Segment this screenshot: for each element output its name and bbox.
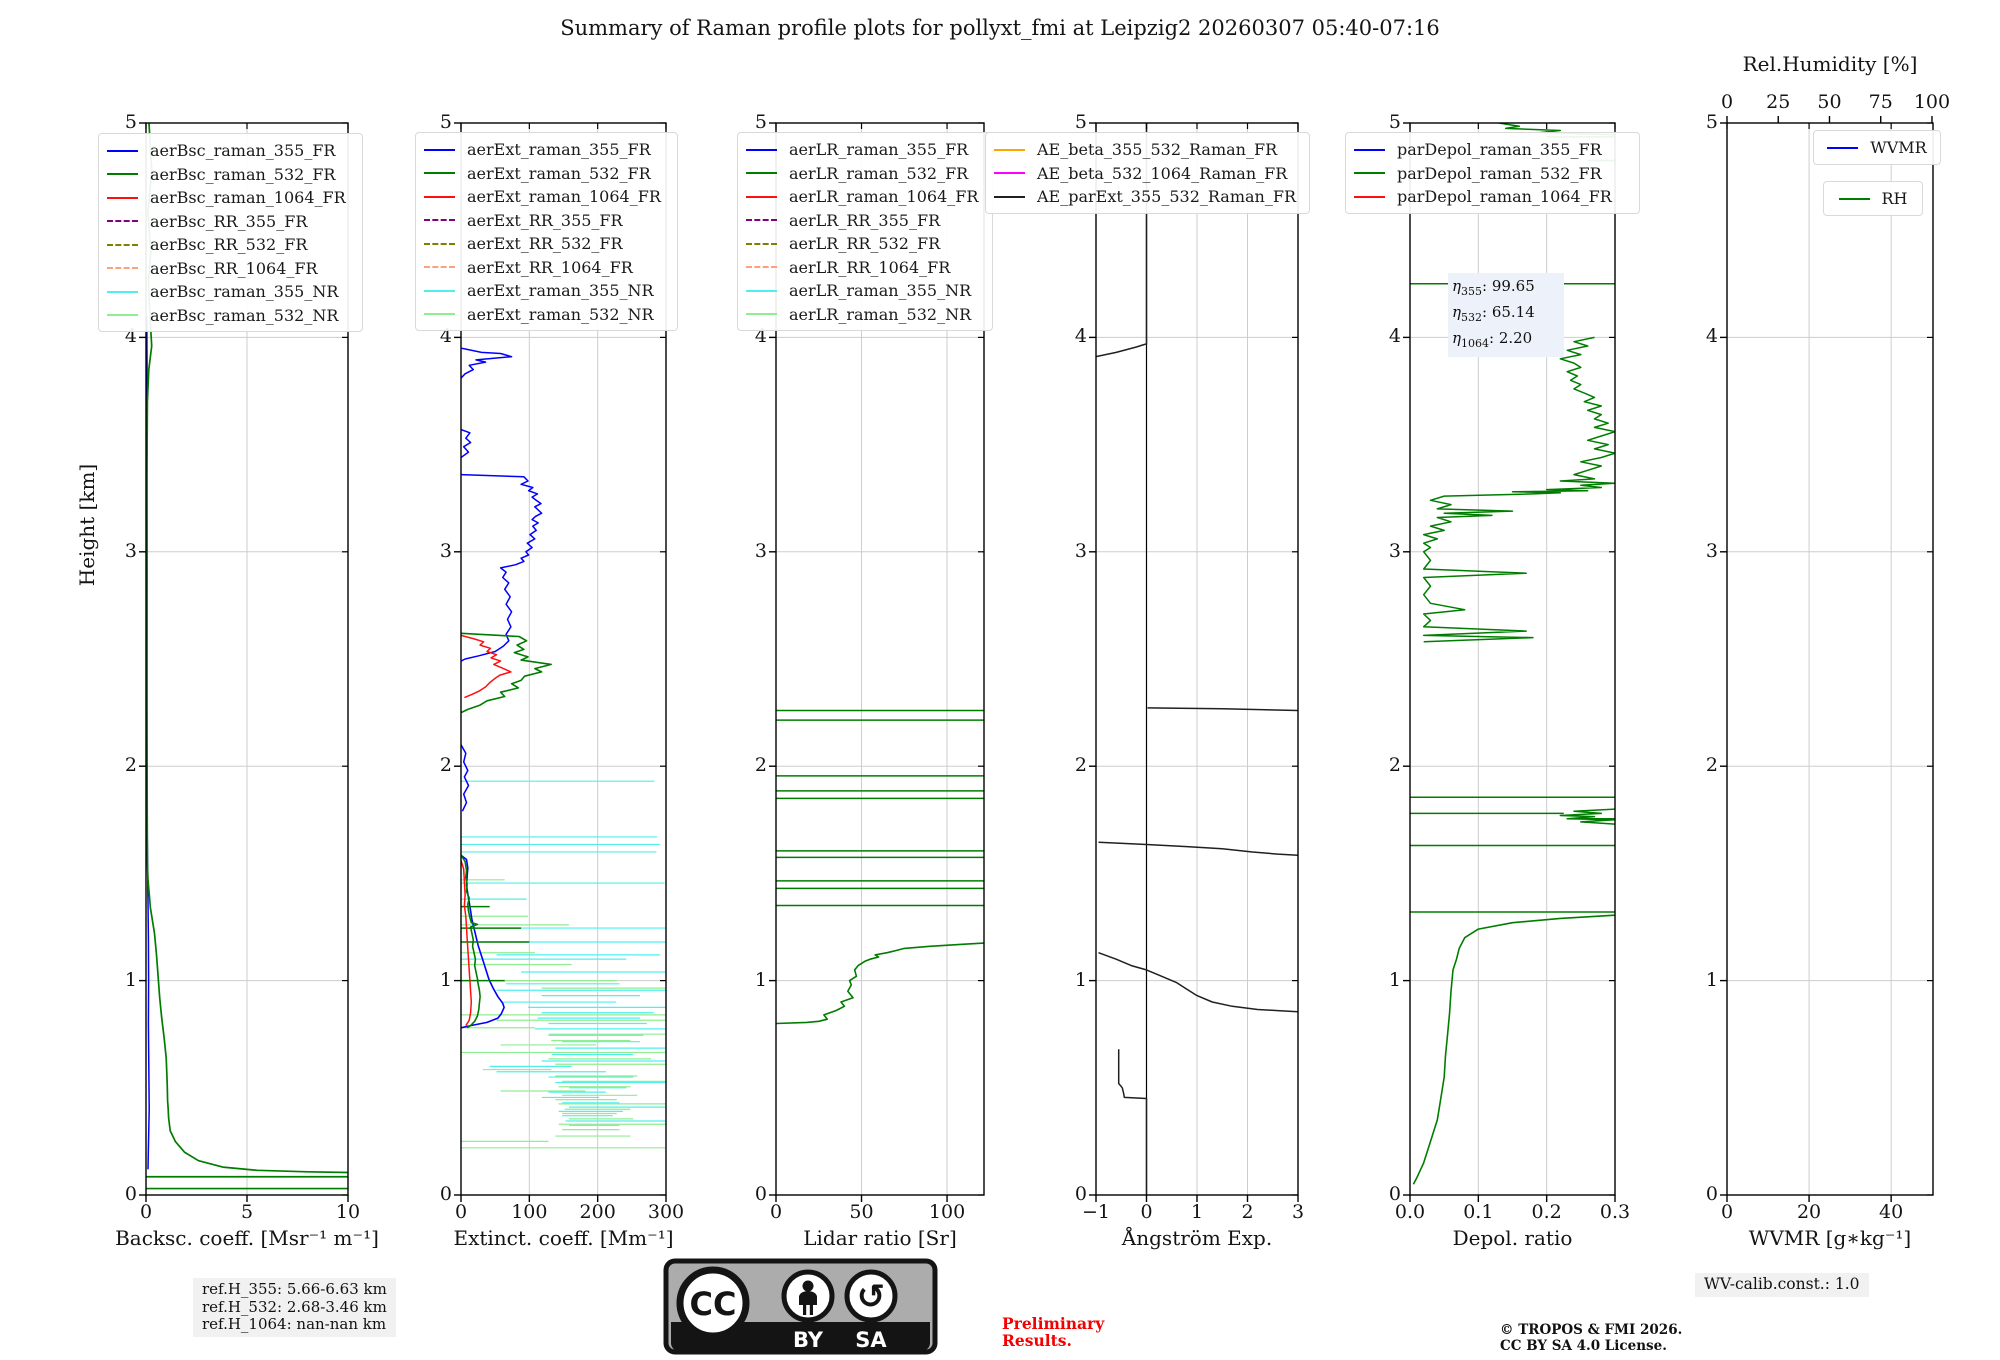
axes-frame — [775, 122, 985, 1196]
curve-aerLR_raman_532_FR — [776, 942, 984, 1025]
curve-aerExt_raman_1064_FR — [461, 860, 473, 1027]
cc-logo-icon — [676, 1266, 750, 1340]
eta-355-row: η355: 99.65 — [1452, 277, 1535, 298]
panel-angstroem-series — [1096, 123, 1298, 1195]
panel-extinction-series — [461, 347, 666, 1149]
page-title: Summary of Raman profile plots for polly… — [560, 16, 1440, 40]
curve-AE_parExt_355_532_Raman_FR — [1147, 707, 1298, 712]
person-head — [802, 1280, 814, 1292]
preliminary-results-note: Preliminary Results. — [1002, 1314, 1105, 1350]
share-alike-arrow-icon: ↺ — [857, 1277, 886, 1317]
curve-aerExt_raman_1064_FR — [461, 634, 512, 699]
curve-parDepol_raman_532_FR — [1559, 808, 1615, 825]
ref-h-355: ref.H_355: 5.66-6.63 km — [202, 1280, 387, 1298]
curve-AE_parExt_355_532_Raman_FR — [1117, 1049, 1148, 1195]
eta-532-row: η532: 65.14 — [1452, 303, 1535, 324]
panel-lidar-ratio-series — [776, 709, 984, 1025]
curve-aerBsc_raman_532_FR — [146, 123, 348, 1174]
ref-h-532: ref.H_532: 2.68-3.46 km — [202, 1297, 387, 1316]
wv-calibration-annotation: WV-calib.const.: 1.0 — [1695, 1273, 1869, 1297]
curve-parDepol_raman_532_FR — [1422, 336, 1615, 643]
axes-frame — [1726, 122, 1934, 1196]
badge-by-text: BY — [793, 1328, 824, 1352]
person-body — [799, 1291, 817, 1315]
cc-logo-text: CC — [690, 1285, 737, 1323]
curve-aerExt_raman_532_FR — [461, 854, 481, 1029]
ref-h-1064: ref.H_1064: nan-nan km — [202, 1315, 387, 1333]
cc-by-sa-badge: CC ↺ BY SA — [663, 1258, 938, 1355]
badge-sa-text: SA — [855, 1328, 887, 1352]
reference-heights-annotation: ref.H_355: 5.66-6.63 km ref.H_532: 2.68-… — [193, 1278, 396, 1337]
curve-AE_parExt_355_532_Raman_FR — [1096, 123, 1148, 358]
panel-extinction — [454, 122, 667, 1202]
curve-aerExt_raman_532_FR — [461, 632, 553, 714]
panel-lidar-ratio — [769, 122, 985, 1202]
panel-angstroem — [1089, 122, 1299, 1202]
depol-calibration-annotation: η355: 99.65 η532: 65.14 η1064: 2.20 — [1448, 273, 1564, 357]
curve-aerExt_raman_355_FR — [461, 473, 543, 662]
eta-1064-row: η1064: 2.20 — [1452, 329, 1533, 350]
curve-AE_parExt_355_532_Raman_FR — [1098, 841, 1298, 856]
curve-parDepol_raman_532_FR — [1498, 123, 1615, 136]
panel-wvmr — [1720, 116, 1934, 1202]
curve-aerExt_raman_355_FR — [461, 744, 470, 812]
curve-aerExt_raman_355_FR — [461, 428, 472, 459]
curve-parDepol_raman_532_FR — [1412, 914, 1615, 1185]
panel-backscatter — [139, 122, 349, 1202]
axes-frame — [460, 122, 667, 1196]
panel-backscatter-series — [146, 123, 348, 1190]
axes-frame — [1409, 122, 1616, 1196]
share-alike-icon — [844, 1269, 898, 1323]
copyright-note: © TROPOS & FMI 2026. CC BY SA 4.0 Licens… — [1500, 1322, 1683, 1354]
curve-AE_parExt_355_532_Raman_FR — [1098, 951, 1298, 1013]
curve-aerExt_raman_355_FR — [461, 347, 513, 379]
